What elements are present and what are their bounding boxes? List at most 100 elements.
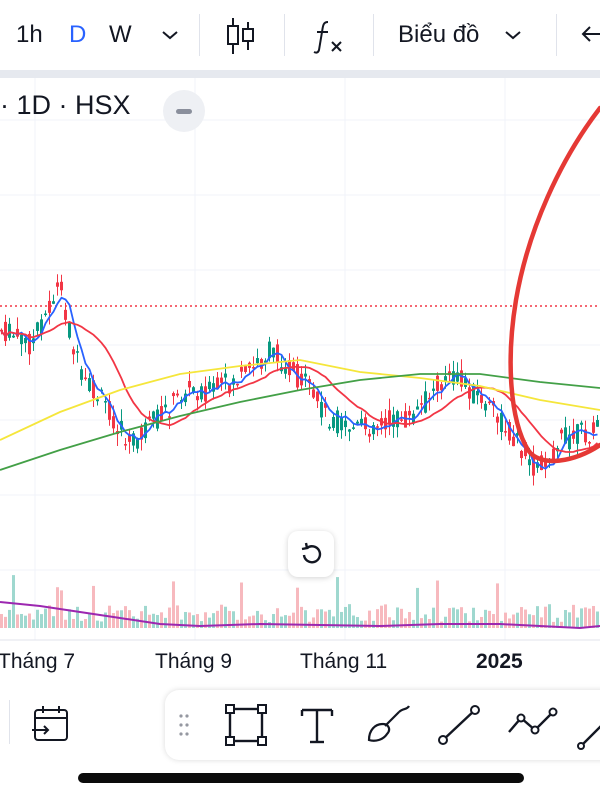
volume-bar [4,616,7,628]
volume-bar [64,619,67,628]
volume-bar [284,615,287,628]
candle-body [400,419,403,421]
candle-body [368,433,371,437]
volume-bar [68,609,71,628]
volume-bar [576,617,579,628]
text-icon[interactable] [297,702,337,748]
candle-body [424,391,427,413]
volume-bar [544,606,547,628]
drag-handle-icon[interactable] [178,712,190,738]
volume-bar [296,587,299,628]
volume-bar [416,587,419,628]
candle-body [48,300,51,313]
volume-bar [392,620,395,628]
collapse-legend-button[interactable] [163,90,205,132]
volume-bar [432,607,435,628]
volume-bar [472,607,475,628]
volume-bar [396,607,399,628]
volume-bar [548,604,551,628]
volume-bar [312,617,315,628]
candle-body [500,412,503,432]
candles-icon[interactable] [223,16,257,56]
candle-body [516,433,519,436]
volume-bar [76,606,79,628]
volume-bar [152,613,155,628]
candle-body [536,462,539,468]
toolbar-divider [9,700,10,744]
volume-bar [148,614,151,628]
candle-body [340,417,343,431]
volume-bar [224,606,227,628]
volume-bar [424,614,427,628]
volume-bar [336,577,339,628]
volume-bar [164,617,167,628]
candle-body [252,367,255,369]
x-axis-label: Tháng 9 [155,650,233,673]
candle-body [16,328,19,337]
volume-bar [28,613,31,628]
candle-body [324,403,327,408]
candle-body [348,429,351,432]
interval-w-button[interactable]: W [109,21,132,48]
candle-body [128,434,131,442]
candle-body [224,373,227,378]
candle-body [504,431,507,433]
path-icon[interactable] [505,702,559,748]
reset-chart-button[interactable] [288,531,334,577]
calendar-range-icon[interactable] [32,704,70,744]
candle-body [464,378,467,387]
candle-body [56,282,59,287]
volume-bar [116,610,119,628]
minus-icon [176,109,192,114]
volume-bar [456,609,459,628]
candle-body [188,380,191,388]
volume-bar [568,612,571,628]
candle-body [72,349,75,355]
interval-1h-button[interactable]: 1h [16,21,43,48]
volume-bar [136,618,139,628]
interval-d-button[interactable]: D [69,21,87,48]
more-tools-icon[interactable] [577,710,600,750]
candle-body [196,396,199,401]
candle-body [480,394,483,403]
candle-body [436,375,439,391]
rectangle-icon[interactable] [223,702,269,748]
volume-bar [192,615,195,628]
volume-bar [44,608,47,628]
candle-body [68,322,71,338]
volume-bar [352,615,355,628]
price-chart[interactable] [0,78,600,690]
candle-body [420,403,423,405]
chevron-down-icon[interactable] [502,28,524,42]
volume-bar [400,608,403,628]
volume-bar [420,618,423,628]
toolbar-divider [199,14,200,56]
candle-body [4,321,7,342]
brush-icon[interactable] [363,702,413,748]
undo-arrow-icon[interactable] [578,22,600,46]
volume-bar [380,605,383,628]
volume-bar [508,618,511,628]
volume-bar [492,614,495,628]
candle-body [588,442,591,444]
volume-bar [36,609,39,628]
volume-bar [484,609,487,628]
candle-body [36,322,39,331]
candle-body [508,422,511,441]
volume-bar [212,613,215,628]
candle-body [144,422,147,439]
candle-body [580,422,583,425]
trend-line-icon[interactable] [435,702,483,748]
chart-type-button[interactable]: Biểu đồ [398,21,480,48]
candle-body [176,393,179,396]
chevron-down-icon[interactable] [159,28,181,42]
candle-body [432,388,435,391]
volume-bar [140,611,143,628]
candle-body [408,410,411,416]
candle-body [244,365,247,372]
candle-body [328,426,331,429]
candle-body [356,421,359,424]
indicators-fx-icon[interactable] [308,16,348,56]
candle-body [168,416,171,418]
volume-bar [588,608,591,628]
